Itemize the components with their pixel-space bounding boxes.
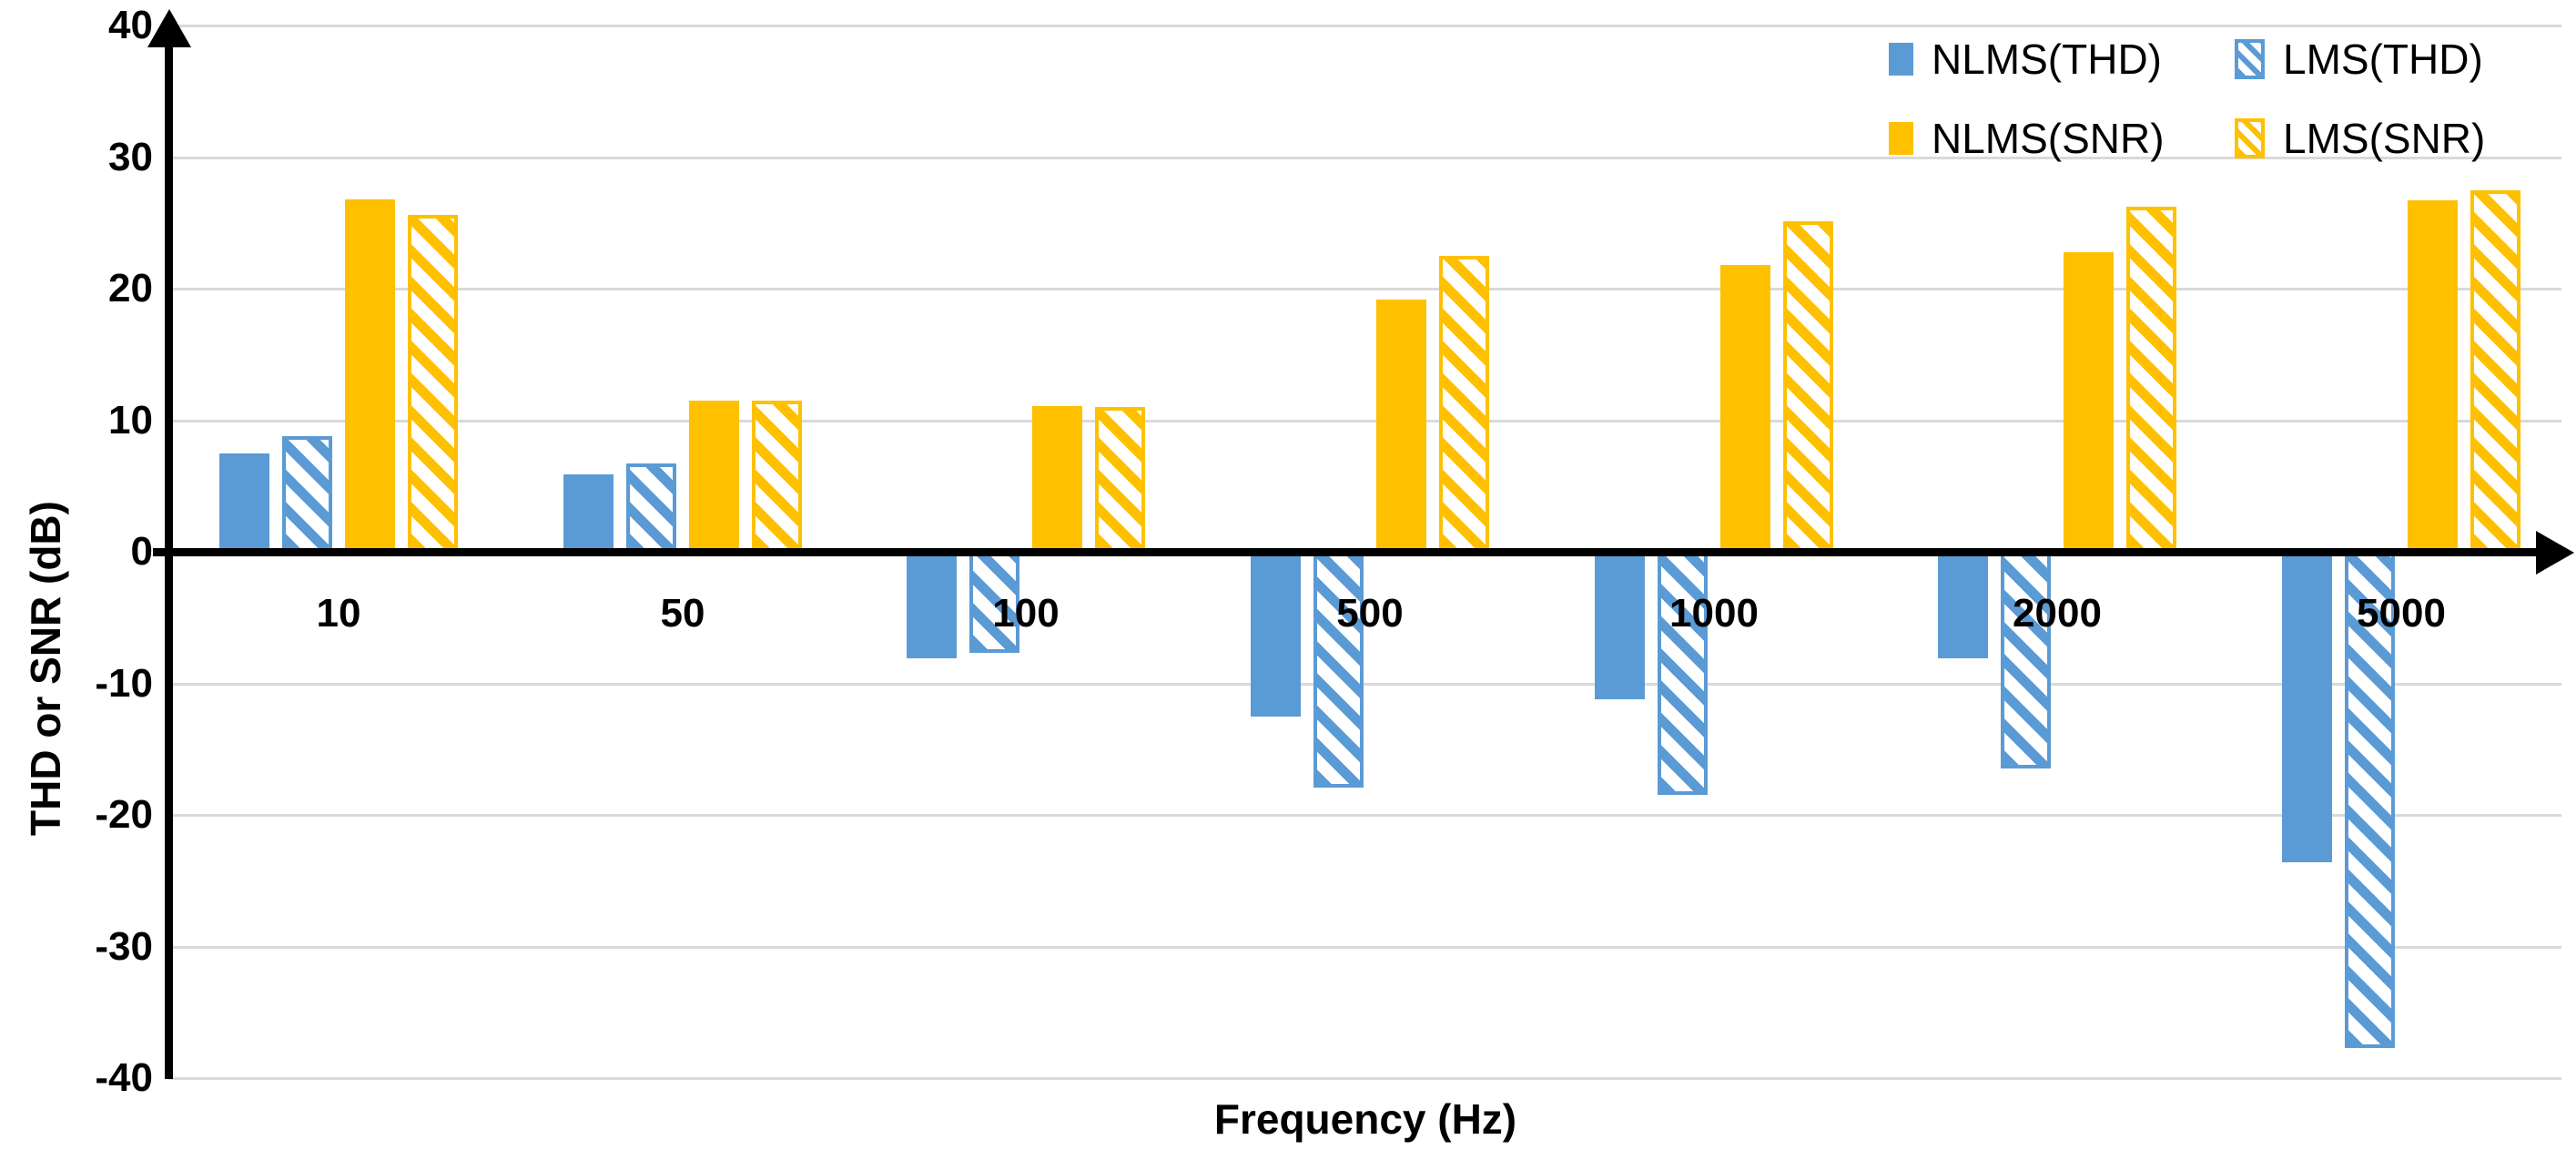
legend-label: NLMS(THD) <box>1932 36 2162 83</box>
bar-nlms-snr-500 <box>1376 300 1426 552</box>
legend-label: LMS(THD) <box>2283 36 2483 83</box>
bar-lms-snr-500 <box>1439 256 1489 552</box>
x-axis-line <box>153 548 2540 556</box>
bar-nlms-thd-5000 <box>2282 552 2332 862</box>
bar-lms-thd-2000 <box>2001 552 2051 768</box>
legend-swatch-nlms-thd-icon <box>1889 43 1913 76</box>
x-category-100: 100 <box>992 591 1060 636</box>
x-category-2000: 2000 <box>2013 591 2102 636</box>
y-tick-0: 0 <box>130 529 153 574</box>
legend-item-lms-thd: LMS(THD) <box>2235 35 2483 84</box>
bar-nlms-thd-100 <box>907 552 957 658</box>
x-category-10: 10 <box>316 591 361 636</box>
legend-label: LMS(SNR) <box>2283 115 2486 162</box>
bar-nlms-snr-50 <box>689 401 739 552</box>
bar-nlms-snr-5000 <box>2408 200 2458 552</box>
gridline--20db <box>168 814 2561 817</box>
bar-lms-thd-1000 <box>1658 552 1708 795</box>
bar-lms-thd-5000 <box>2345 552 2395 1048</box>
y-tick--20: -20 <box>95 792 153 837</box>
bar-lms-thd-500 <box>1313 552 1364 788</box>
bar-nlms-thd-10 <box>219 453 269 552</box>
y-tick-20: 20 <box>108 266 153 310</box>
legend-item-nlms-snr: NLMS(SNR) <box>1889 114 2165 163</box>
y-tick--10: -10 <box>95 661 153 706</box>
bar-lms-thd-50 <box>626 463 676 552</box>
gridline--40db <box>168 1077 2561 1080</box>
bar-nlms-thd-500 <box>1251 552 1301 717</box>
gridline-40db <box>168 25 2561 27</box>
bar-lms-snr-100 <box>1095 407 1145 552</box>
y-axis-arrow-icon <box>147 9 191 47</box>
bar-lms-snr-5000 <box>2470 190 2520 552</box>
bar-nlms-snr-100 <box>1032 406 1082 552</box>
bar-lms-snr-2000 <box>2126 207 2176 552</box>
y-tick-10: 10 <box>108 398 153 443</box>
legend: NLMS(THD) LMS(THD) NLMS(SNR) LMS(SNR) <box>1875 18 2567 173</box>
bar-lms-thd-10 <box>282 436 332 552</box>
x-category-1000: 1000 <box>1669 591 1759 636</box>
y-tick--40: -40 <box>95 1055 153 1100</box>
y-tick--30: -30 <box>95 924 153 969</box>
gridline-20db <box>168 288 2561 290</box>
y-tick-40: 40 <box>108 3 153 47</box>
bar-nlms-thd-1000 <box>1595 552 1645 699</box>
bar-nlms-thd-2000 <box>1938 552 1988 658</box>
bar-lms-snr-50 <box>752 401 802 552</box>
legend-label: NLMS(SNR) <box>1932 115 2165 162</box>
gridline-30db <box>168 157 2561 159</box>
gridline-10db <box>168 420 2561 422</box>
gridline--10db <box>168 683 2561 686</box>
legend-item-nlms-thd: NLMS(THD) <box>1889 35 2162 84</box>
bar-lms-snr-1000 <box>1783 221 1833 552</box>
x-category-5000: 5000 <box>2357 591 2446 636</box>
x-axis-arrow-icon <box>2536 531 2574 575</box>
legend-swatch-nlms-snr-icon <box>1889 122 1913 155</box>
y-axis-title: THD or SNR (dB) <box>22 501 69 836</box>
legend-swatch-lms-thd-icon <box>2235 39 2265 79</box>
x-axis-title: Frequency (Hz) <box>1213 1095 1517 1143</box>
bar-nlms-snr-1000 <box>1720 265 1770 552</box>
y-axis-line <box>165 40 173 1079</box>
bar-nlms-snr-10 <box>345 199 395 552</box>
bar-nlms-thd-50 <box>563 474 614 552</box>
bar-lms-snr-10 <box>408 215 458 552</box>
bar-nlms-snr-2000 <box>2064 252 2114 552</box>
legend-swatch-lms-snr-icon <box>2235 118 2265 158</box>
y-tick-30: 30 <box>108 135 153 179</box>
legend-item-lms-snr: LMS(SNR) <box>2235 114 2485 163</box>
gridline--30db <box>168 946 2561 949</box>
x-category-500: 500 <box>1336 591 1404 636</box>
x-category-50: 50 <box>660 591 705 636</box>
